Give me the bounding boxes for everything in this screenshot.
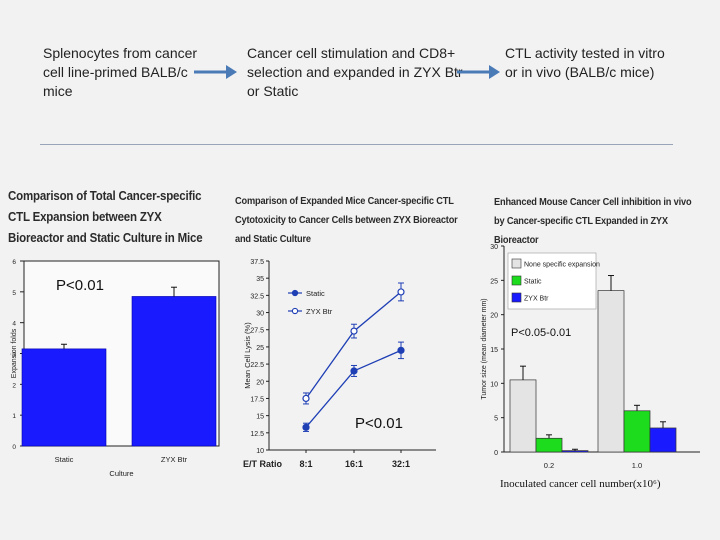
chart2-xlabel: E/T Ratio xyxy=(243,459,283,469)
chart1-xtick-label-0: Static xyxy=(55,455,74,464)
chart2-legend-label-1: ZYX Btr xyxy=(306,307,333,316)
chart3-ytick-label-2: 10 xyxy=(490,381,498,388)
chart2-point-Static-0 xyxy=(302,423,310,431)
chart3-legend-swatch-1 xyxy=(511,275,522,286)
chart3-ytick-label-5: 25 xyxy=(490,278,498,285)
chart1-xtick-label-1: ZYX Btr xyxy=(161,455,188,464)
section-divider xyxy=(40,144,673,145)
chart2-point-ZYX Btr-0 xyxy=(302,394,310,403)
chart3-ytick-label-4: 20 xyxy=(490,313,498,320)
workflow-step-3: CTL activity tested in vitro or in vivo … xyxy=(505,45,665,80)
chart3-ytick-label-1: 5 xyxy=(494,416,498,423)
chart2-title: Comparison of Expanded Mice Cancer-speci… xyxy=(235,195,458,245)
chart2-ytick-label-10: 35 xyxy=(256,276,264,283)
chart1-ytick-label-5: 5 xyxy=(12,290,16,297)
chart3-xtick-label-1: 1.0 xyxy=(632,461,642,470)
chart3-ylabel: Tumor size (mean diameter mm) xyxy=(481,298,488,399)
chart1-bar-ZYX Btr xyxy=(131,296,217,447)
chart2-ytick-label-9: 32.5 xyxy=(250,293,264,300)
chart3-bar-2-1 xyxy=(649,427,677,453)
chart1-ytick-label-0: 0 xyxy=(12,444,16,451)
chart3-ytick-label-0: 0 xyxy=(494,450,498,457)
chart2-legend-marker-1 xyxy=(291,307,299,315)
chart2-ytick-label-5: 22.5 xyxy=(250,362,264,369)
chart3-ytick-label-6: 30 xyxy=(490,244,498,251)
chart3-legend-swatch-2 xyxy=(511,292,522,303)
chart2-significance: P<0.01 xyxy=(355,415,403,432)
chart1-xlabel: Culture xyxy=(109,469,133,478)
chart2-ytick-label-6: 25 xyxy=(256,345,264,352)
chart2-point-Static-1 xyxy=(350,367,358,375)
chart1-ytick-label-1: 1 xyxy=(12,413,16,420)
chart2-ytick-label-1: 12.5 xyxy=(250,431,264,438)
chart3-legend-box xyxy=(507,252,597,310)
chart3-significance: P<0.05-0.01 xyxy=(511,327,572,339)
chart3-bar-2-0 xyxy=(561,450,589,453)
chart2-ytick-label-8: 30 xyxy=(256,311,264,318)
chart3-bar-0-1 xyxy=(597,290,625,453)
workflow-step-1: Splenocytes from cancer cell line-primed… xyxy=(43,45,198,99)
chart2-point-ZYX Btr-2 xyxy=(397,288,405,296)
chart3-title: Enhanced Mouse Cancer Cell inhibition in… xyxy=(494,196,692,246)
chart1-title: Comparison of Total Cancer-specific CTL … xyxy=(8,189,203,245)
chart1-ytick-label-2: 2 xyxy=(12,382,16,389)
chart3-legend-label-1: Static xyxy=(524,279,542,286)
chart1-significance: P<0.01 xyxy=(56,277,104,294)
arrow-right-icon-2 xyxy=(457,65,500,79)
chart3-ytick-label-3: 15 xyxy=(490,347,498,354)
chart2-legend-label-0: Static xyxy=(306,289,325,298)
chart3-xlabel: Inoculated cancer cell number(x10⁶) xyxy=(500,478,661,490)
chart2-ytick-label-3: 17.5 xyxy=(250,396,264,403)
chart3-xtick-label-0: 0.2 xyxy=(544,461,554,470)
chart2-ytick-label-2: 15 xyxy=(256,414,264,421)
workflow-step-2: Cancer cell stimulation and CD8+ selecti… xyxy=(247,45,463,99)
chart2-ytick-label-0: 10 xyxy=(256,448,264,455)
chart2-point-ZYX Btr-1 xyxy=(350,327,358,335)
chart2-ylabel: Mean Cell Lysis (%) xyxy=(243,322,252,389)
chart1-bar-Static xyxy=(21,348,107,447)
chart2-ytick-label-4: 20 xyxy=(256,379,264,386)
chart2-legend-marker-0 xyxy=(291,289,299,297)
chart1-ytick-label-6: 6 xyxy=(12,259,16,266)
chart2-ytick-label-7: 27.5 xyxy=(250,328,264,335)
chart3-legend-label-0: None specific expansion xyxy=(524,262,600,269)
chart2-xtick-label-0: 8:1 xyxy=(299,459,312,469)
arrow-right-icon-1 xyxy=(194,65,237,79)
chart2-point-Static-2 xyxy=(397,346,405,354)
chart1-ytick-label-3: 3 xyxy=(12,352,16,359)
chart3-bar-1-1 xyxy=(623,410,651,453)
chart3-legend-label-2: ZYX Btr xyxy=(524,296,549,303)
chart2-xtick-label-1: 16:1 xyxy=(345,459,363,469)
chart1-ylabel: Expansion folds xyxy=(11,328,18,378)
chart3-bar-1-0 xyxy=(535,437,563,453)
chart3-bar-0-0 xyxy=(509,379,537,453)
chart2-xtick-label-2: 32:1 xyxy=(392,459,410,469)
chart3-legend-swatch-0 xyxy=(511,258,522,269)
chart1-ytick-label-4: 4 xyxy=(12,321,16,328)
chart2-ytick-label-11: 37.5 xyxy=(250,259,264,266)
